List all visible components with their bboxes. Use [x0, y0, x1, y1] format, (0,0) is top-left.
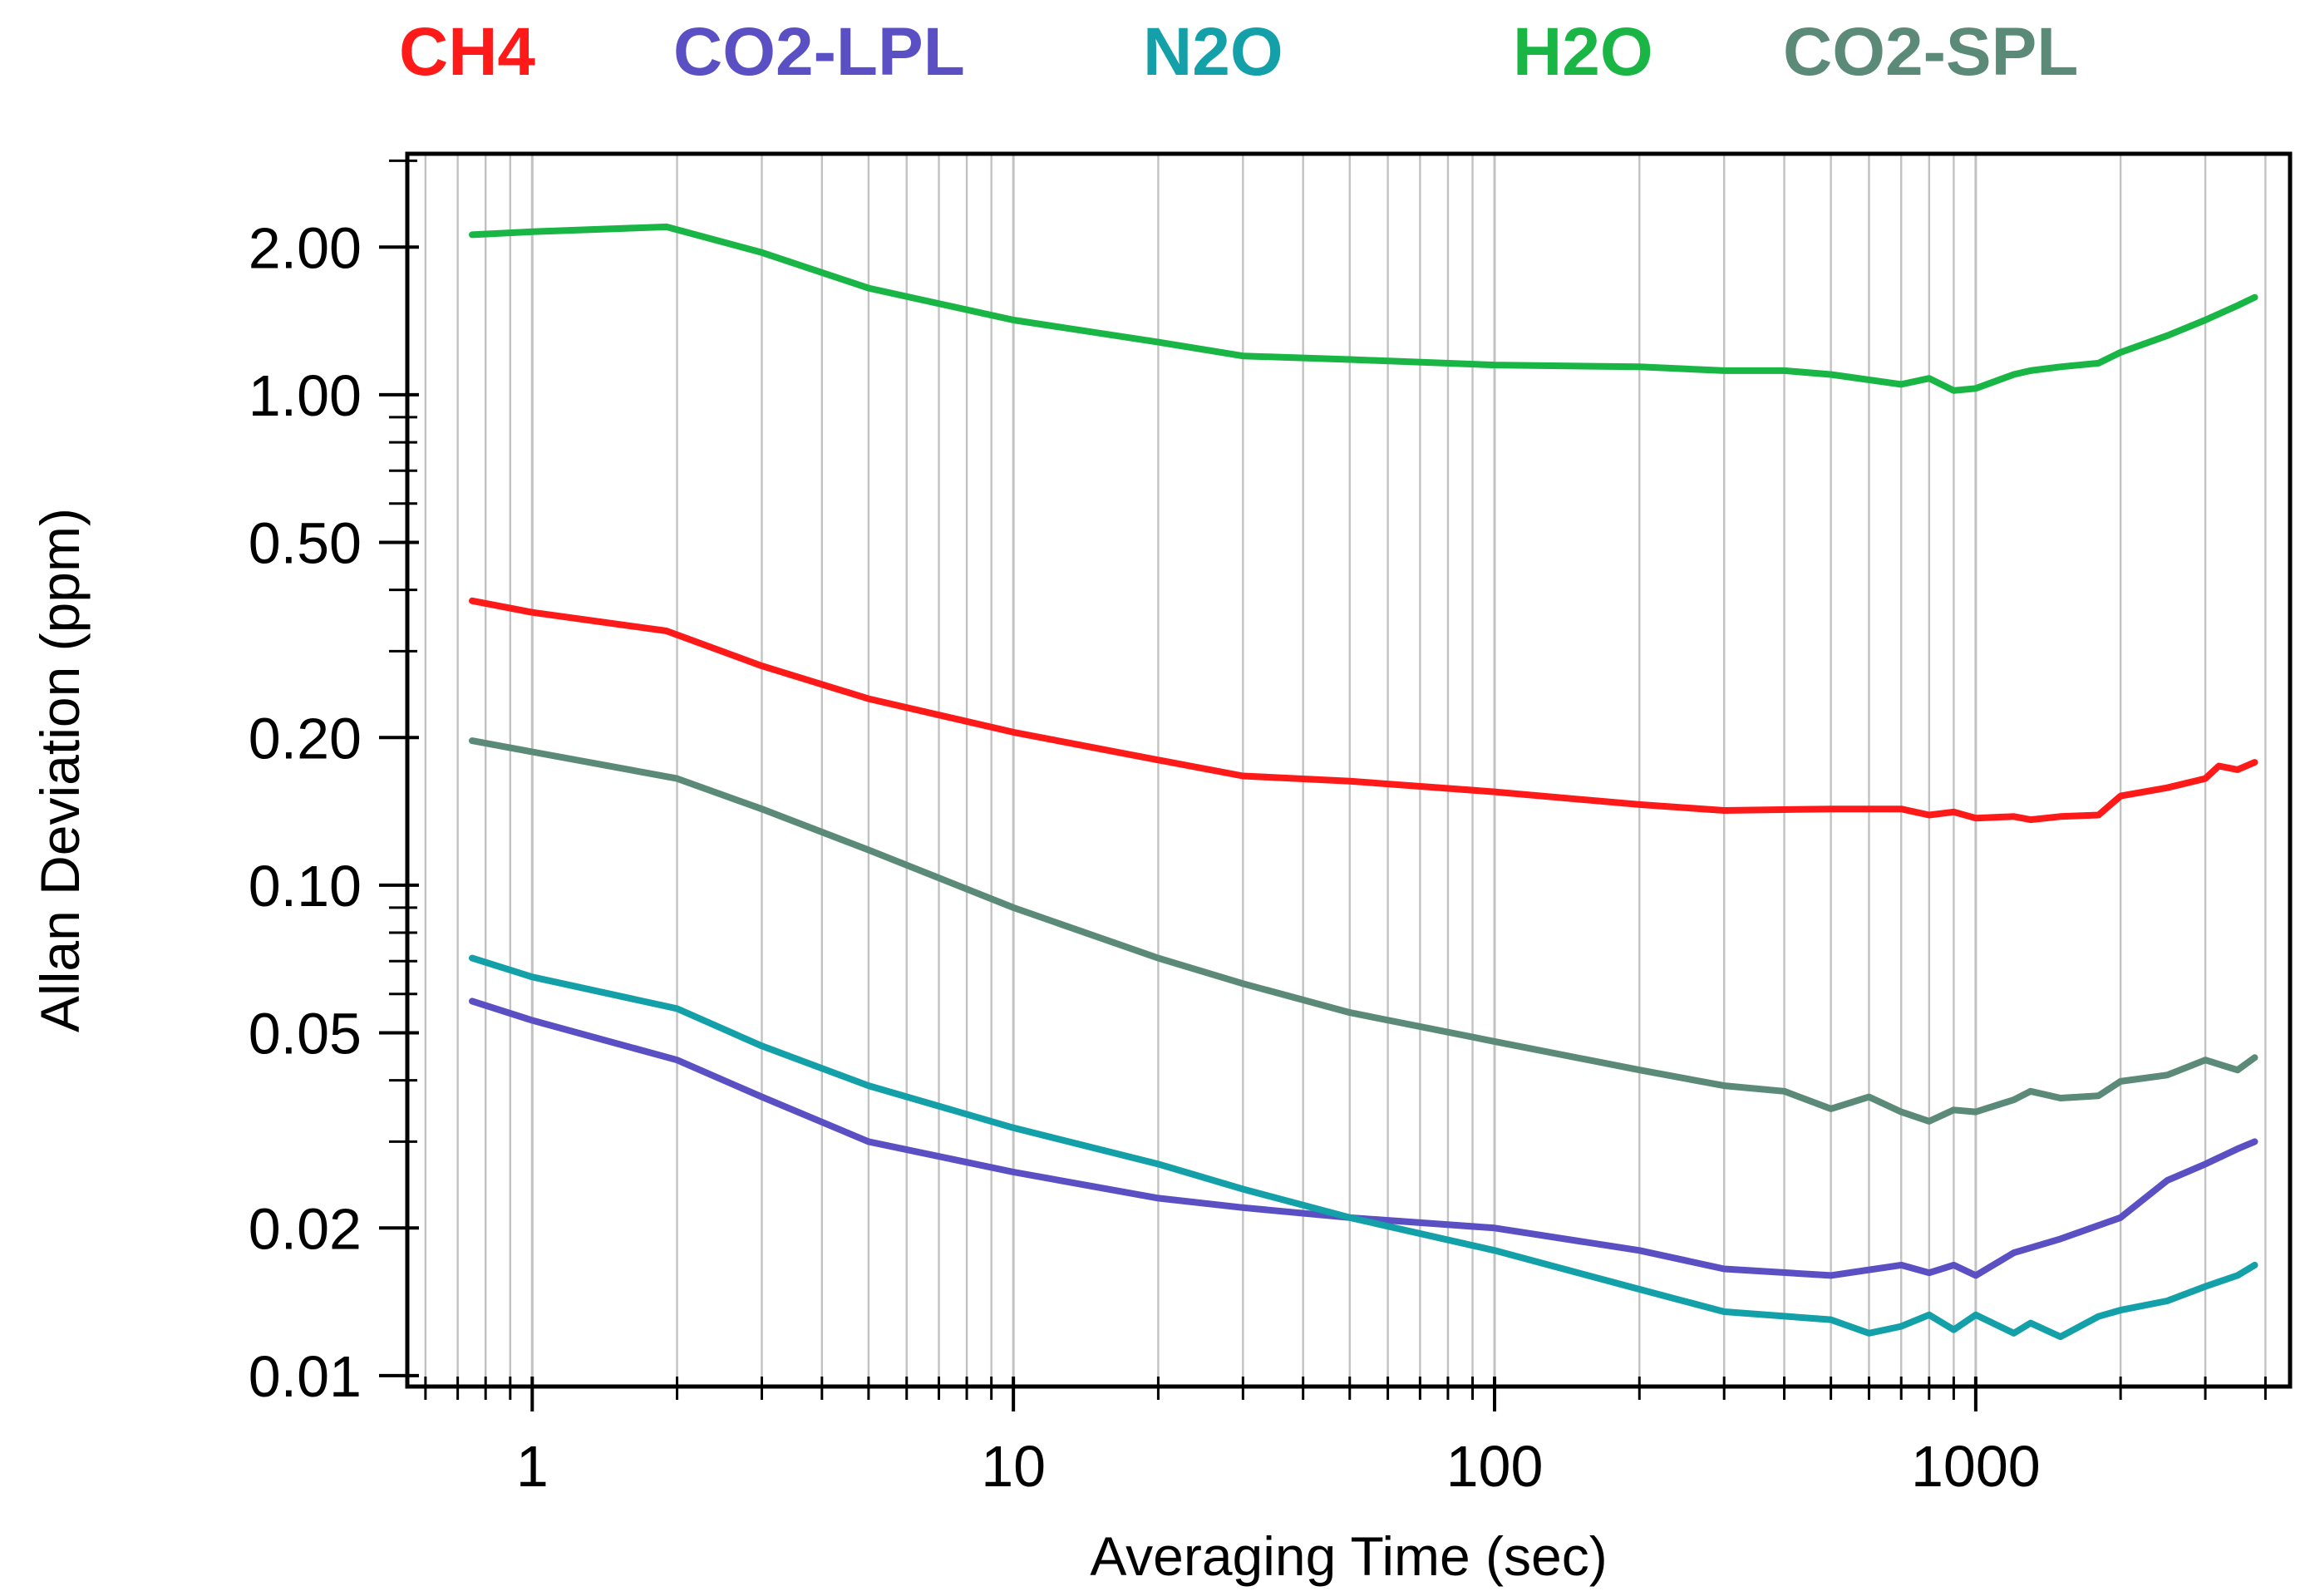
legend: CH4 CO2-LPL N2O H2O CO2-SPL: [399, 14, 2078, 90]
x-axis: 1 10 100 1000: [424, 1377, 2267, 1499]
y-tick-label: 1.00: [249, 363, 362, 428]
x-axis-title: Averaging Time (sec): [1090, 1525, 1607, 1587]
plot-area: [405, 151, 2293, 1389]
plot-background: [407, 154, 2290, 1387]
x-tick-label: 10: [981, 1434, 1046, 1499]
y-tick-label: 2.00: [249, 215, 362, 280]
legend-item-co2-lpl: CO2-LPL: [673, 14, 965, 90]
series-line-h2o: [469, 223, 2258, 394]
y-axis-title: Allan Deviation (ppm): [29, 508, 91, 1032]
series-line-ch4: [469, 597, 2258, 824]
series-group: [469, 223, 2258, 1341]
x-tick-label: 1: [516, 1434, 549, 1499]
y-tick-label: 0.50: [249, 510, 362, 575]
legend-item-n2o: N2O: [1143, 14, 1283, 90]
legend-item-h2o: H2O: [1513, 14, 1653, 90]
y-tick-label: 0.02: [249, 1196, 362, 1261]
series-line-co2-lpl: [469, 998, 2258, 1279]
x-tick-label: 100: [1446, 1434, 1544, 1499]
y-tick-label: 0.20: [249, 706, 362, 771]
series-line-co2-spl: [469, 737, 2258, 1125]
y-tick-label: 0.05: [249, 1001, 362, 1066]
x-tick-label: 1000: [1911, 1434, 2041, 1499]
grid-lines: [424, 154, 2267, 1387]
legend-item-ch4: CH4: [399, 14, 535, 90]
y-axis: 0.01 0.02 0.05 0.10 0.20 0.50 1.00 2.00: [249, 159, 419, 1409]
series-line-n2o: [469, 954, 2258, 1341]
legend-item-co2-spl: CO2-SPL: [1783, 14, 2078, 90]
y-tick-label: 0.10: [249, 854, 362, 919]
y-tick-label: 0.01: [249, 1344, 362, 1409]
